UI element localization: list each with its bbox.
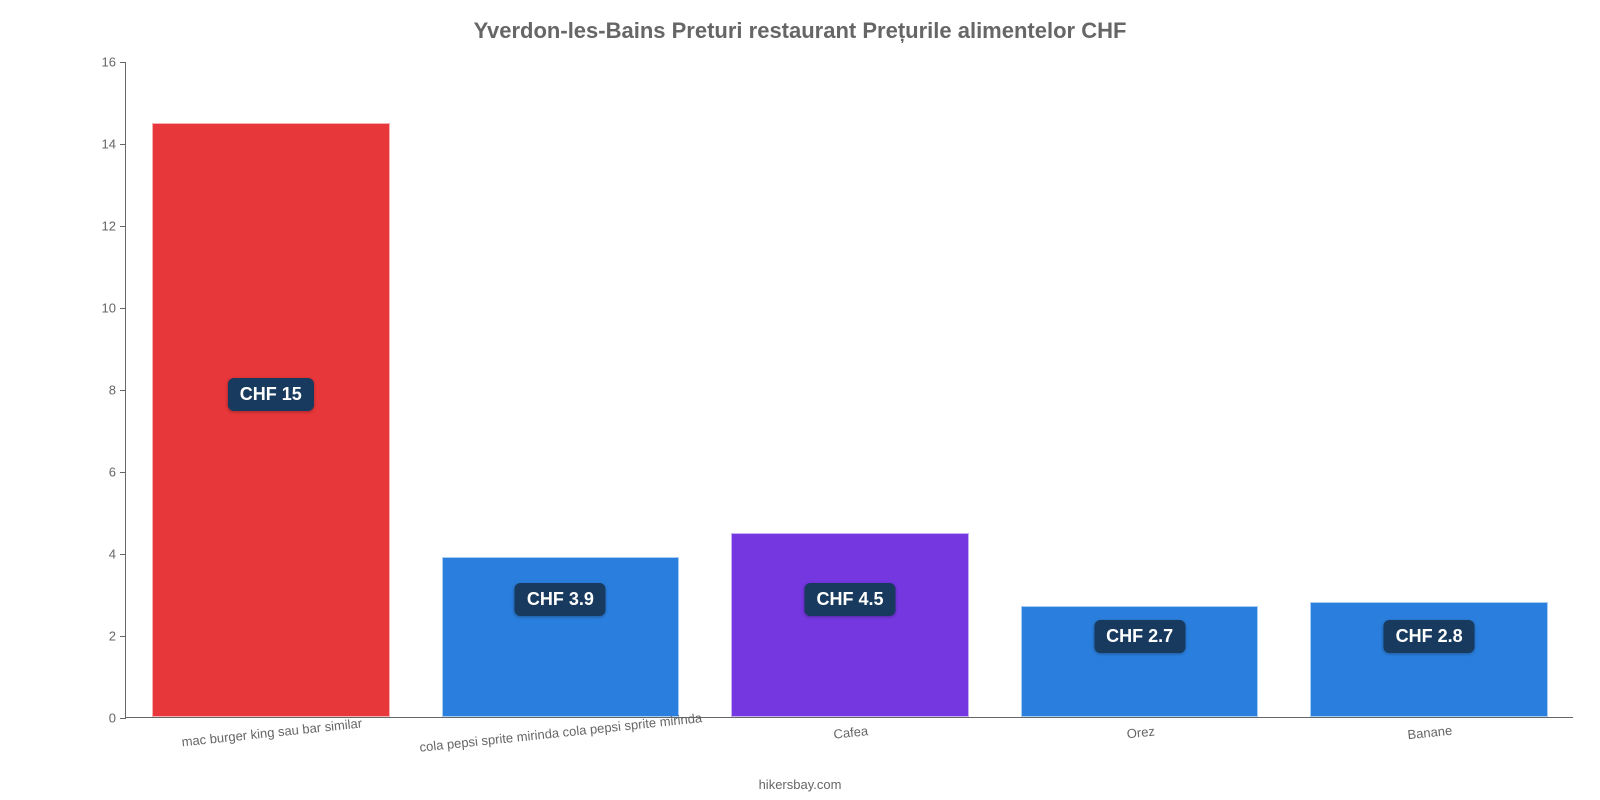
x-tick-label: Orez [1126,724,1156,742]
y-tick-label: 16 [102,55,116,70]
bar-chart: Yverdon-les-Bains Preturi restaurant Pre… [0,0,1600,800]
y-tick-label: 14 [102,137,116,152]
y-tick-label: 0 [109,711,116,726]
y-tick [120,554,126,555]
chart-title: Yverdon-les-Bains Preturi restaurant Pre… [0,18,1600,44]
bar-value-label: CHF 2.7 [1094,620,1185,653]
y-tick-label: 2 [109,629,116,644]
x-tick-label: mac burger king sau bar similar [181,716,363,750]
x-tick-label: Banane [1407,723,1453,743]
y-tick-label: 10 [102,301,116,316]
y-tick [120,636,126,637]
bar-value-label: CHF 3.9 [515,583,606,616]
attribution-text: hikersbay.com [0,777,1600,792]
bar-value-label: CHF 2.8 [1384,620,1475,653]
y-tick [120,472,126,473]
y-tick-label: 6 [109,465,116,480]
plot-area: 0246810121416CHF 15mac burger king sau b… [125,62,1573,718]
y-tick [120,718,126,719]
y-tick-label: 4 [109,547,116,562]
x-tick-label: Cafea [833,723,869,742]
y-tick-label: 8 [109,383,116,398]
y-tick [120,144,126,145]
y-tick [120,62,126,63]
bar-value-label: CHF 4.5 [804,583,895,616]
y-tick [120,226,126,227]
y-tick [120,308,126,309]
bar [152,123,389,718]
bar-value-label: CHF 15 [228,378,314,411]
bar [731,533,968,718]
y-tick [120,390,126,391]
bar [442,557,679,717]
y-tick-label: 12 [102,219,116,234]
